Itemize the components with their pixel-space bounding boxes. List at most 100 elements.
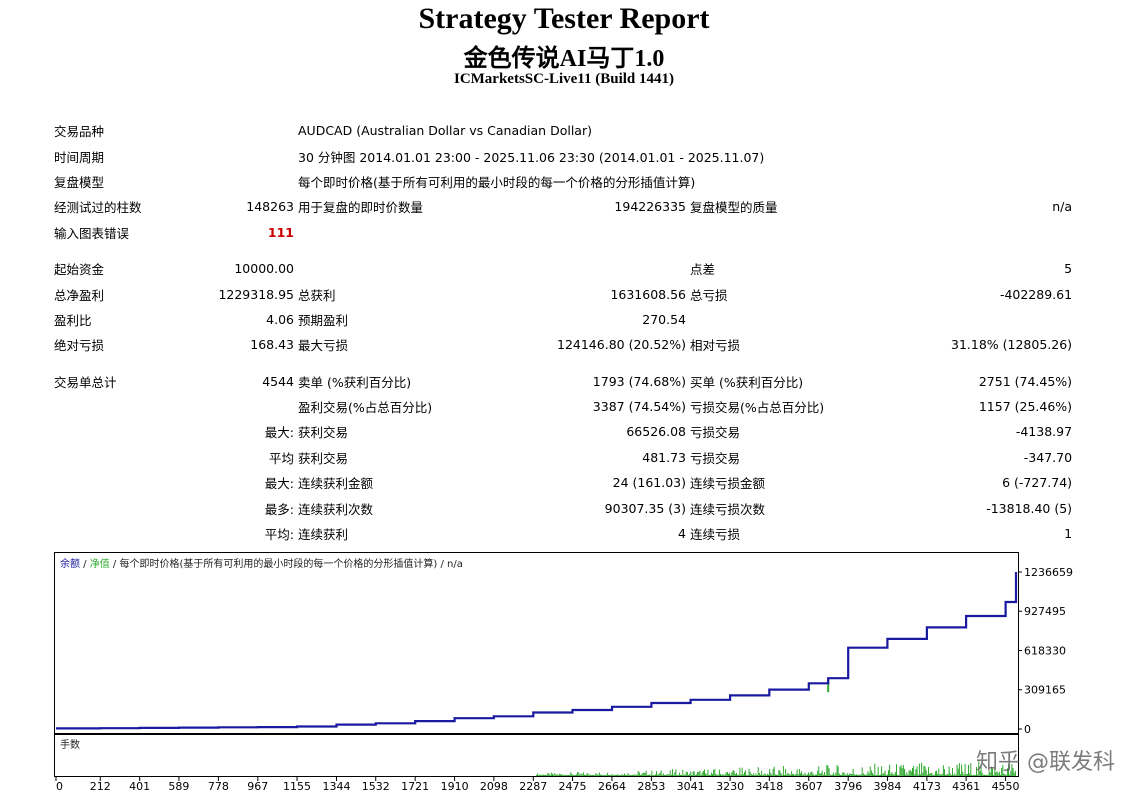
lot-bar — [587, 773, 589, 776]
lot-bar — [562, 774, 564, 776]
lot-bar — [558, 773, 560, 776]
y-tick-label: 0 — [1024, 723, 1031, 734]
lot-bar — [747, 775, 749, 776]
stats-row: 起始资金 10000.00 点差 5 — [52, 256, 1074, 281]
lot-bar — [909, 770, 911, 776]
x-tick-label: 967 — [247, 780, 268, 793]
max-consec-losses-label: 连续亏损金额 — [690, 476, 766, 492]
lot-bar — [656, 771, 657, 776]
spread-value: 5 — [1064, 261, 1073, 277]
lot-bar — [566, 775, 568, 776]
lot-bar — [669, 770, 671, 776]
lot-bar — [833, 772, 835, 776]
lot-bar — [609, 775, 611, 776]
lot-bar — [828, 768, 830, 776]
lot-bar — [960, 774, 961, 776]
lot-bar — [867, 771, 869, 776]
lot-bar — [782, 766, 784, 776]
lot-bar — [641, 774, 643, 776]
lot-bar — [954, 773, 956, 776]
lot-bar — [801, 771, 803, 776]
lot-bar — [590, 775, 592, 776]
lot-bar — [748, 768, 750, 776]
lot-bar — [788, 773, 790, 776]
lot-bar — [594, 775, 596, 776]
stats-row: 复盘模型 每个即时价格(基于所有可利用的最小时段的每一个价格的分形插值计算) — [52, 169, 1074, 194]
stats-row: 绝对亏损 168.43 最大亏损 124146.80 (20.52%) 相对亏损… — [52, 332, 1074, 357]
lot-bar — [942, 765, 944, 776]
lot-bar — [616, 774, 617, 776]
lot-bar — [716, 774, 718, 776]
lot-bar — [876, 774, 878, 776]
lot-bar — [900, 765, 902, 776]
lot-bar — [749, 771, 751, 776]
lot-bar — [998, 771, 1000, 776]
lot-bar — [947, 774, 949, 776]
lot-bar — [649, 774, 651, 776]
lot-bar — [595, 773, 597, 776]
lot-bar — [588, 774, 590, 776]
net-profit-value: 1229318.95 — [218, 286, 294, 302]
spread-label: 点差 — [690, 262, 716, 278]
lot-bar — [868, 773, 870, 776]
lot-bar — [941, 773, 943, 776]
lot-bar — [627, 773, 629, 776]
lot-bar — [939, 774, 941, 776]
lot-bar — [617, 774, 619, 776]
lot-bar — [989, 772, 991, 776]
legend-sep: / — [80, 559, 90, 570]
largest-profit-value: 66526.08 — [626, 424, 686, 440]
abs-dd-label: 绝对亏损 — [54, 338, 105, 354]
lot-bar — [672, 769, 673, 776]
lot-bar — [905, 774, 907, 776]
lot-bar — [549, 775, 551, 776]
lot-bar — [592, 775, 593, 776]
lot-bar — [657, 774, 659, 776]
lot-bar — [955, 775, 957, 776]
deposit-value: 10000.00 — [234, 261, 294, 277]
lot-bar — [811, 771, 813, 776]
max-dd-value: 124146.80 (20.52%) — [557, 337, 686, 353]
lot-bar — [934, 771, 936, 776]
lot-bar — [541, 774, 543, 776]
lot-bar — [674, 772, 676, 776]
lot-bar — [682, 769, 684, 776]
lot-bar — [651, 770, 653, 776]
lot-bar — [790, 771, 792, 776]
lot-bar — [756, 775, 758, 776]
lot-bar — [624, 773, 625, 776]
y-axis-ticks: 1236659 927495 618330 309165 0 — [1018, 566, 1073, 734]
lot-bar — [920, 774, 921, 776]
lot-bar — [677, 775, 679, 776]
lot-bar — [538, 775, 540, 776]
lot-bar — [913, 765, 915, 776]
lot-bar — [827, 765, 829, 776]
stats-row: 交易品种 AUDCAD (Australian Dollar vs Canadi… — [52, 118, 1074, 143]
server-build: ICMarketsSC-Live11 (Build 1441) — [453, 71, 674, 87]
lot-bar — [984, 774, 985, 776]
lot-bar — [552, 773, 553, 776]
lot-bar — [670, 774, 672, 776]
lot-bar — [816, 774, 817, 776]
lot-bar — [621, 774, 623, 776]
lot-bar — [667, 774, 669, 776]
lot-bar — [675, 769, 677, 776]
lot-bar — [643, 772, 645, 776]
lot-bar — [885, 774, 887, 776]
lot-bar — [699, 770, 701, 776]
lot-bar — [825, 775, 827, 776]
lot-bar — [843, 772, 845, 776]
loss-trades-value: 1157 (25.46%) — [978, 399, 1073, 415]
lot-bar — [981, 772, 983, 776]
lot-bar — [865, 774, 867, 776]
lot-bar — [697, 771, 699, 776]
lot-bar — [688, 775, 689, 776]
lot-bar — [1001, 767, 1003, 776]
lot-bar — [977, 774, 979, 776]
y-tick-label: 618330 — [1024, 644, 1066, 657]
lot-bar — [796, 769, 798, 776]
lot-bar — [789, 774, 791, 776]
x-tick-label: 778 — [208, 780, 229, 793]
lot-bar — [1013, 772, 1015, 776]
lot-bar — [1010, 770, 1012, 776]
